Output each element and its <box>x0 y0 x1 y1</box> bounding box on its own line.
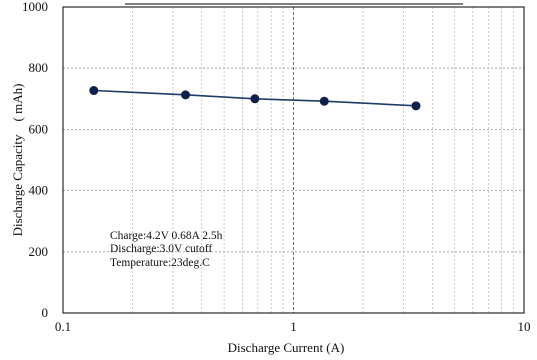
data-point <box>181 90 191 100</box>
x-tick-label: 0.1 <box>55 319 71 334</box>
series <box>89 86 421 111</box>
y-tick-label: 400 <box>29 183 49 198</box>
note-temperature: Temperature:23deg.C <box>110 257 210 269</box>
y-axis-title: Discharge Capacity ( mAh) <box>10 84 25 237</box>
data-point <box>319 96 329 106</box>
y-tick-label: 200 <box>29 244 49 259</box>
tick-labels: 0 200 400 600 800 1000 0.1 1 10 <box>22 0 531 334</box>
conditions-note: Charge:4.2V 0.68A 2.5h Discharge:3.0V cu… <box>110 230 223 269</box>
y-tick-label: 600 <box>29 121 49 136</box>
note-charge: Charge:4.2V 0.68A 2.5h <box>110 230 223 242</box>
plot-area <box>62 6 525 314</box>
note-discharge: Discharge:3.0V cutoff <box>110 243 212 255</box>
data-point <box>250 94 260 104</box>
x-tick-label: 10 <box>518 319 531 334</box>
y-tick-label: 800 <box>29 60 49 75</box>
grid-lines <box>63 7 524 313</box>
y-tick-label: 1000 <box>22 0 48 14</box>
x-tick-label: 1 <box>290 319 297 334</box>
data-point <box>411 101 421 111</box>
y-tick-label: 0 <box>42 305 49 320</box>
x-axis-title: Discharge Current (A) <box>228 340 345 355</box>
data-point <box>89 86 99 96</box>
